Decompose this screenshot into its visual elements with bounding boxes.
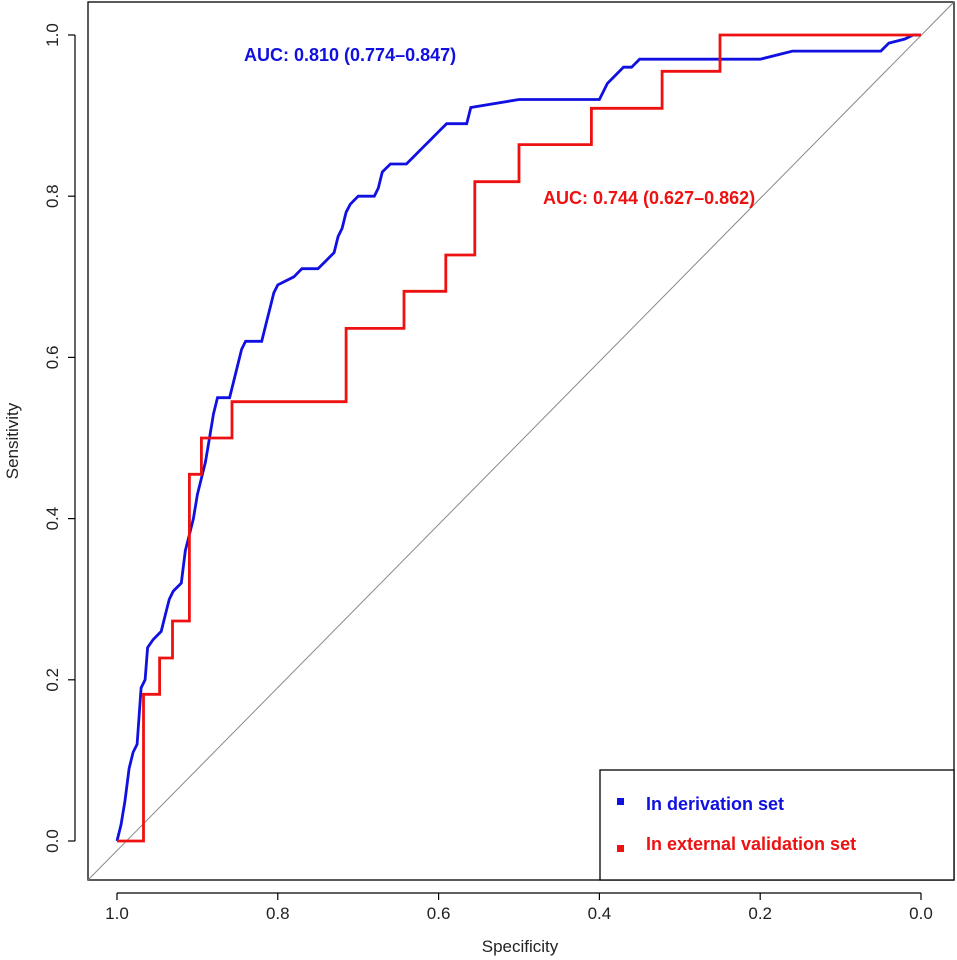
x-tick-label: 0.8 — [266, 904, 290, 923]
y-axis-title: Sensitivity — [3, 402, 22, 479]
x-tick-label: 0.4 — [588, 904, 612, 923]
y-tick-label: 1.0 — [43, 23, 62, 47]
x-tick-label: 1.0 — [105, 904, 129, 923]
x-axis: 1.0 0.8 0.6 0.4 0.2 0.0 — [105, 892, 933, 923]
y-tick-label: 0.4 — [43, 507, 62, 531]
y-tick-label: 0.6 — [43, 346, 62, 370]
x-tick-label: 0.6 — [427, 904, 451, 923]
y-tick-label: 0.8 — [43, 184, 62, 208]
auc-label-derivation: AUC: 0.810 (0.774–0.847) — [244, 45, 456, 65]
plot-frame — [87, 1, 955, 881]
derivation-roc-line — [115, 33, 921, 842]
legend-label-derivation: In derivation set — [646, 794, 784, 814]
series-layer — [115, 33, 921, 843]
validation-roc-line — [117, 33, 921, 843]
legend-label-validation: In external validation set — [646, 834, 856, 854]
legend-swatch-validation — [617, 845, 624, 852]
x-tick-label: 0.2 — [748, 904, 772, 923]
x-tick-label: 0.0 — [909, 904, 933, 923]
reference-diagonal-line — [87, 1, 955, 881]
legend-box — [599, 769, 955, 881]
auc-label-validation: AUC: 0.744 (0.627–0.862) — [543, 188, 755, 208]
y-tick-label: 0.0 — [43, 829, 62, 853]
legend: In derivation set In external validation… — [599, 769, 955, 881]
y-tick-label: 0.2 — [43, 668, 62, 692]
y-axis: 0.0 0.2 0.4 0.6 0.8 1.0 — [43, 23, 76, 853]
plot-area — [87, 1, 955, 881]
legend-swatch-derivation — [617, 798, 624, 805]
x-axis-title: Specificity — [482, 937, 559, 956]
